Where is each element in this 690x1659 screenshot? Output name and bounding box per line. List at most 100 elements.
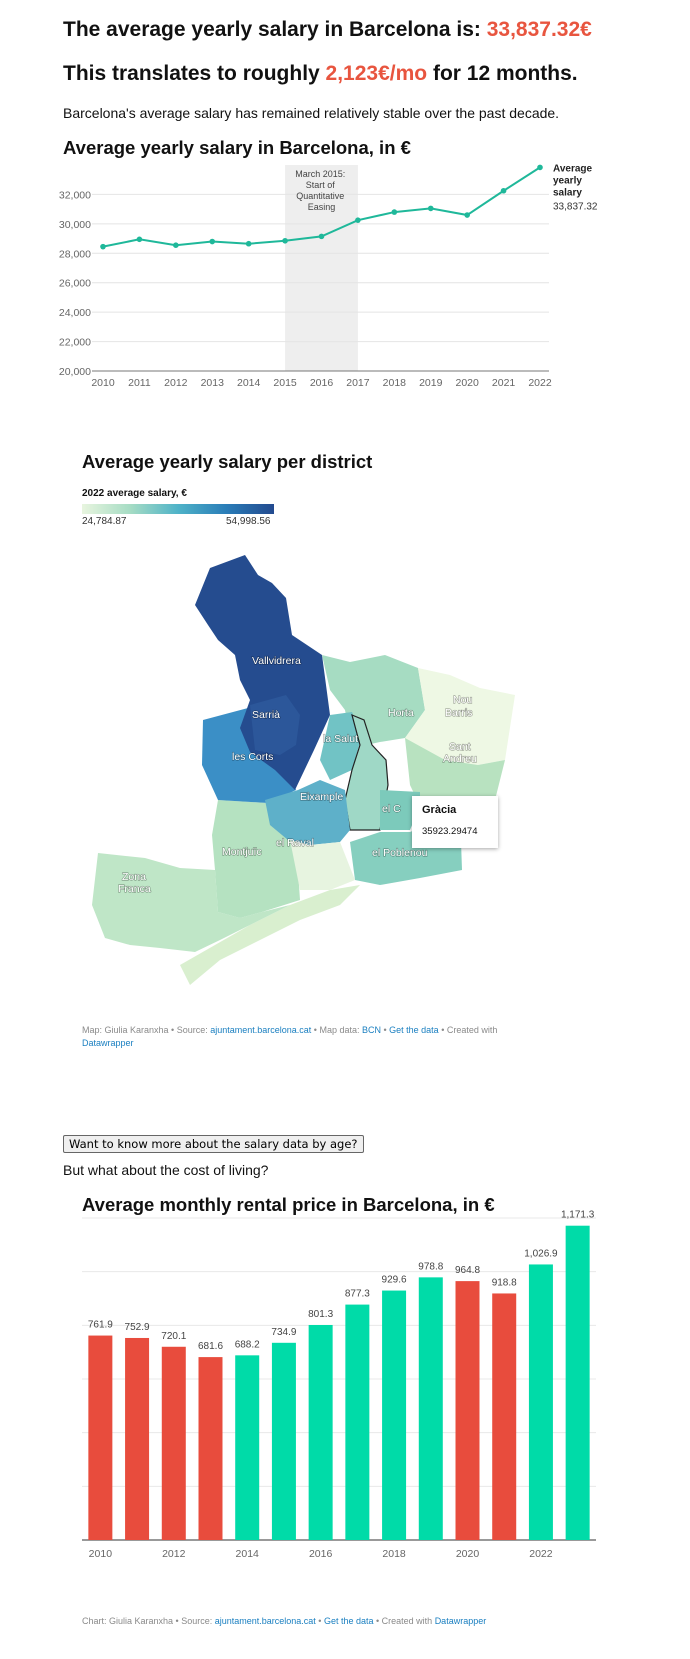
rent-bar — [345, 1304, 370, 1540]
label-vallvidrera: Vallvidrera — [252, 655, 301, 667]
map-get-data-link[interactable]: Get the data — [389, 1025, 439, 1035]
end-label-line-3: salary — [553, 187, 582, 198]
bar-x-tick-label: 2010 — [89, 1548, 113, 1560]
rent-bar — [125, 1337, 150, 1540]
qe-annotation-line-1: March 2015: — [295, 169, 345, 179]
label-sant-andreu-1: Sant — [449, 741, 471, 753]
map-tooltip: Gràcia 35923.29474 — [412, 796, 498, 848]
label-eixample: Eixample — [300, 791, 343, 803]
salary-headline: The average yearly salary in Barcelona i… — [63, 18, 592, 42]
label-nou-barris-2: Barris — [445, 707, 472, 719]
monthly-suffix: for 12 months. — [427, 62, 578, 85]
map-footer-prefix: Map: Giulia Karanxha • Source: — [82, 1025, 211, 1035]
bar-x-tick-label: 2012 — [162, 1548, 186, 1560]
rent-bar — [161, 1346, 186, 1540]
label-sant-andreu-2: Andreu — [443, 753, 477, 765]
rent-bar — [235, 1355, 260, 1540]
label-les-corts: les Corts — [232, 751, 273, 763]
district-el-clot[interactable] — [380, 790, 420, 830]
y-tick-label: 22,000 — [59, 337, 91, 349]
x-tick-label: 2015 — [273, 377, 297, 389]
rent-bar — [308, 1324, 333, 1540]
salary-age-button[interactable]: Want to know more about the salary data … — [63, 1135, 364, 1153]
intro-text: Barcelona's average salary has remained … — [63, 105, 560, 121]
rent-bar — [565, 1225, 590, 1540]
map-datawrapper-link[interactable]: Datawrapper — [82, 1038, 134, 1048]
bar-value-label: 1,026.9 — [524, 1248, 558, 1259]
y-tick-label: 32,000 — [59, 189, 91, 201]
qe-shade-band — [285, 165, 358, 371]
bar-value-label: 720.1 — [161, 1331, 186, 1342]
label-zona-1: Zona — [122, 871, 146, 883]
bar-x-tick-label: 2020 — [456, 1548, 480, 1560]
label-horta: Horta — [388, 707, 414, 719]
map-data-link[interactable]: BCN — [361, 1025, 381, 1035]
bar-footer: Chart: Giulia Karanxha • Source: ajuntam… — [82, 1615, 486, 1628]
qe-annotation-line-2: Start of — [306, 180, 336, 190]
cost-question: But what about the cost of living? — [63, 1162, 269, 1178]
salary-value: 33,837.32€ — [486, 18, 592, 41]
map-footer-sep: • — [381, 1025, 390, 1035]
rent-bar — [418, 1277, 443, 1540]
salary-point — [245, 240, 252, 247]
district-zona-franca[interactable] — [92, 853, 290, 952]
bar-value-label: 877.3 — [345, 1289, 370, 1300]
monthly-headline: This translates to roughly 2,123€/mo for… — [63, 62, 578, 86]
bar-get-data-link[interactable]: Get the data — [323, 1616, 374, 1626]
district-la-salut[interactable] — [320, 712, 362, 780]
map-title: Average yearly salary per district — [82, 451, 373, 472]
bar-datawrapper-link[interactable]: Datawrapper — [434, 1616, 487, 1626]
district-eixample[interactable] — [265, 780, 350, 845]
district-les-corts[interactable] — [202, 708, 296, 803]
map-legend-title: 2022 average salary, € — [82, 488, 187, 499]
map-footer: Map: Giulia Karanxha • Source: ajuntamen… — [82, 1024, 497, 1050]
rent-bar — [198, 1357, 223, 1540]
bar-value-label: 964.8 — [455, 1265, 480, 1276]
salary-point — [173, 242, 179, 248]
y-tick-label: 20,000 — [59, 366, 91, 378]
label-sarria: Sarrià — [252, 709, 280, 721]
bar-x-tick-label: 2016 — [309, 1548, 333, 1560]
y-tick-label: 28,000 — [59, 248, 91, 260]
salary-point — [427, 205, 434, 212]
district-el-raval[interactable] — [290, 840, 355, 890]
y-tick-label: 30,000 — [59, 219, 91, 231]
rent-bar — [492, 1293, 517, 1540]
bar-chart-title: Average monthly rental price in Barcelon… — [82, 1194, 495, 1215]
map-legend-max: 54,998.56 — [226, 516, 271, 527]
tooltip-district: Gràcia — [422, 804, 457, 816]
district-sarria[interactable] — [250, 695, 300, 755]
label-nou-barris-1: Nou — [453, 694, 472, 706]
bar-x-tick-label: 2022 — [529, 1548, 553, 1560]
rent-bar — [455, 1281, 480, 1540]
x-tick-label: 2010 — [91, 377, 115, 389]
bar-value-label: 681.6 — [198, 1341, 223, 1352]
map-legend-gradient — [82, 504, 274, 514]
salary-point — [318, 233, 325, 240]
bar-x-tick-label: 2018 — [382, 1548, 406, 1560]
end-label: Average yearly salary — [553, 163, 595, 198]
line-chart-title: Average yearly salary in Barcelona, in € — [63, 137, 411, 158]
label-montjuic: Montjuïc — [222, 846, 262, 858]
label-la-salut: la Salut — [323, 733, 358, 745]
bar-value-label: 688.2 — [235, 1339, 260, 1350]
bar-value-label: 918.8 — [492, 1277, 517, 1288]
map-source-link[interactable]: ajuntament.barcelona.cat — [210, 1025, 312, 1035]
label-poblenou: el Poblenou — [372, 847, 428, 859]
monthly-prefix: This translates to roughly — [63, 62, 326, 85]
salary-point — [355, 217, 361, 223]
district-nou-barris[interactable] — [405, 668, 515, 765]
bar-source-link[interactable]: ajuntament.barcelona.cat — [214, 1616, 316, 1626]
qe-annotation-line-3: Quantitative — [296, 191, 344, 201]
bar-footer-created: • Created with — [373, 1616, 435, 1626]
label-zona-2: Franca — [118, 883, 151, 895]
bar-footer-prefix: Chart: Giulia Karanxha • Source: — [82, 1616, 215, 1626]
salary-point — [136, 236, 143, 243]
x-tick-label: 2022 — [528, 377, 552, 389]
salary-headline-prefix: The average yearly salary in Barcelona i… — [63, 18, 487, 41]
salary-point — [100, 243, 106, 250]
x-tick-label: 2020 — [455, 377, 479, 389]
district-sant-andreu[interactable] — [405, 738, 505, 812]
label-el-raval: el Raval — [276, 837, 314, 849]
bar-value-label: 761.9 — [88, 1320, 113, 1331]
